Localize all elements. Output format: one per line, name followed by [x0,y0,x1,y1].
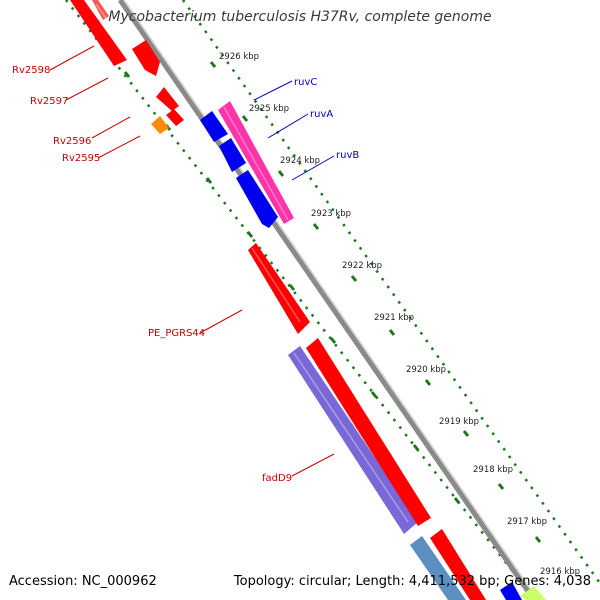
scale-label: 2926 kbp [219,52,259,62]
gene-ruvB [236,170,278,228]
gene-label-Rv2597: Rv2597 [30,96,68,107]
gene-bar-top-left [70,0,127,66]
scale-label: 2922 kbp [342,261,382,271]
gene-red-bottom-2 [430,529,486,600]
gene-blue-bottom [500,582,522,600]
gene-bar-top-left-2 [92,0,109,20]
scale-label: 2916 kbp [540,567,580,577]
gene-ruvC [218,101,294,224]
gene-ruvA-2 [219,138,246,172]
outer-major-ticks [209,61,542,543]
ruv-genes [200,101,546,600]
gene-label-Rv2596: Rv2596 [53,136,91,147]
gene-labels: Rv2598 Rv2597 Rv2596 Rv2595 PE_PGRS44 fa… [12,65,359,484]
genome-summary-text: Topology: circular; Length: 4,411,532 bp… [233,574,591,589]
inner-tick-track [65,0,536,600]
label-leaders [49,45,335,477]
scale-label: 2918 kbp [473,465,513,475]
scale-label: 2917 kbp [507,517,547,527]
accession-text: Accession: NC_000962 [9,574,157,589]
gene-Rv2598 [132,40,160,76]
map-title: Mycobacterium tuberculosis H37Rv, comple… [108,9,492,25]
gene-fadD9 [288,346,418,534]
gene-Rv2597b [166,109,184,126]
gene-label-PE_PGRS44: PE_PGRS44 [148,328,205,339]
scale-label: 2920 kbp [406,365,446,375]
gene-highlights [95,3,409,523]
reverse-genes [70,0,486,600]
gene-teal [410,536,466,600]
gene-PE_PGRS44 [248,243,310,334]
gene-label-ruvC: ruvC [294,77,317,88]
gene-lime-bottom [520,586,546,600]
genome-backbone [117,0,539,600]
gene-ruvA [200,111,228,142]
gene-red-bottom [306,338,431,526]
scale-label: 2921 kbp [374,313,414,323]
gene-label-ruvB: ruvB [336,150,359,161]
scale-label: 2924 kbp [280,156,320,166]
gene-Rv2596 [151,116,169,134]
gene-label-Rv2598: Rv2598 [12,65,50,76]
gene-label-fadD9: fadD9 [262,473,292,484]
scale-label: 2923 kbp [311,209,351,219]
gene-label-Rv2595: Rv2595 [62,153,100,164]
gene-label-ruvA: ruvA [310,109,333,120]
scale-labels: 2926 kbp 2925 kbp 2924 kbp 2923 kbp 2922… [219,52,580,577]
scale-label: 2925 kbp [249,104,289,114]
gene-Rv2597 [156,87,179,111]
scale-label: 2919 kbp [439,417,479,427]
